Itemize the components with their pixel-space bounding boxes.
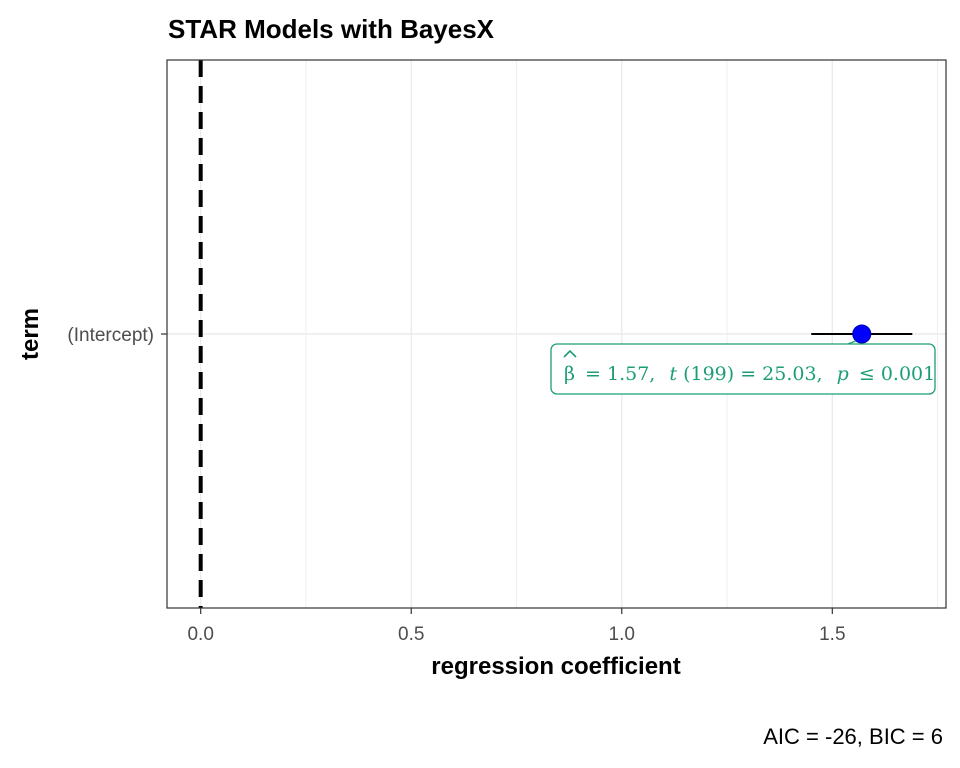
annotation-box xyxy=(550,343,936,395)
annotation-beta-value: = 1.57, xyxy=(585,363,655,385)
annotation-p-symbol: p xyxy=(837,363,849,385)
annotation-t-value: (199) = 25.03, xyxy=(683,363,823,385)
x-tick-label: 1.0 xyxy=(609,624,635,645)
annotation-beta-symbol: β xyxy=(564,363,575,385)
annotation-hat-mark xyxy=(563,349,577,358)
annotation-layer: β = 1.57, t (199) = 25.03, p ≤ 0.001 xyxy=(550,340,936,395)
annotation-label: β = 1.57, t (199) = 25.03, p ≤ 0.001 xyxy=(564,363,935,385)
y-axis: (Intercept) xyxy=(67,325,167,346)
annotation-p-value: ≤ 0.001 xyxy=(859,363,935,385)
x-tick-label: 0.0 xyxy=(187,624,213,645)
x-tick-label: 0.5 xyxy=(398,624,424,645)
annotation-t-symbol: t xyxy=(669,363,677,385)
x-tick-label: 1.5 xyxy=(819,624,845,645)
x-axis: 0.0 0.5 1.0 1.5 xyxy=(187,608,846,645)
y-tick-label: (Intercept) xyxy=(67,325,154,346)
x-axis-title: regression coefficient xyxy=(431,653,680,680)
chart-title: STAR Models with BayesX xyxy=(168,14,495,44)
data-layer xyxy=(811,324,913,344)
chart-caption: AIC = -26, BIC = 6 xyxy=(763,724,943,749)
point-estimate xyxy=(852,324,872,344)
annotation-leader-line xyxy=(847,340,857,345)
y-axis-title: term xyxy=(17,308,44,360)
